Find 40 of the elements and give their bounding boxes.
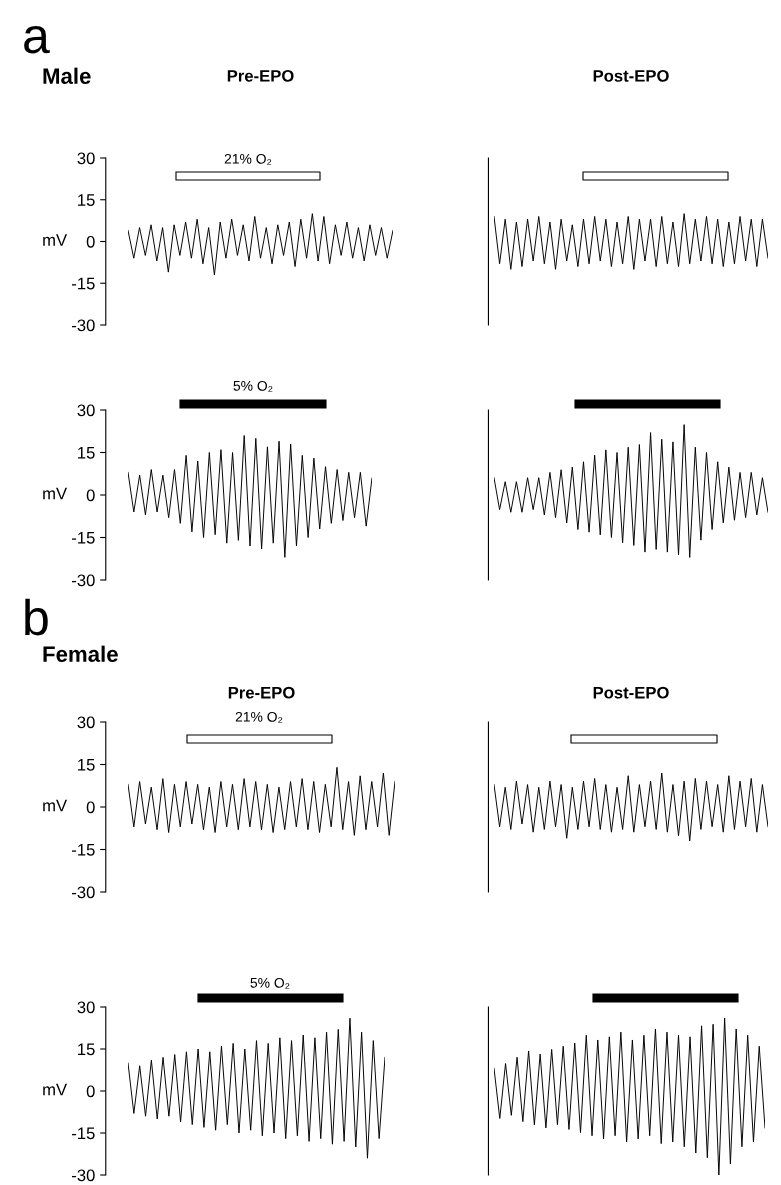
annotation: 21% O₂ (224, 153, 272, 165)
chart-title: Pre-EPO (228, 686, 295, 699)
y-tick-label: 0 (86, 235, 95, 248)
y-tick-label: 30 (77, 404, 95, 417)
y-axis-title: mV (43, 799, 68, 812)
y-tick-label: -15 (72, 277, 95, 290)
y-axis-title: mV (43, 1083, 68, 1096)
y-tick-label: 15 (78, 194, 95, 206)
chart-title: Post-EPO (593, 69, 669, 82)
text: Male (43, 67, 91, 84)
line-series (128, 1017, 385, 1159)
y-tick-label: 0 (86, 1085, 95, 1098)
y-tick-label: -30 (72, 574, 95, 587)
y-tick-label: -30 (72, 1169, 95, 1182)
y-axis-title: mV (43, 487, 68, 500)
line-series (128, 766, 395, 836)
text: a (24, 26, 50, 54)
text: 5% O₂ (233, 380, 273, 392)
annotation: 21% O₂ (235, 711, 283, 723)
chart-title: Pre-EPO (227, 69, 294, 82)
text: Female (43, 645, 118, 662)
y-tick-label: -30 (72, 319, 95, 332)
y-tick-label: 30 (77, 716, 95, 729)
line-series (128, 213, 393, 276)
y-tick-label: 15 (78, 447, 95, 459)
y-axis-title: mV (43, 234, 68, 246)
y-tick-label: 15 (78, 759, 95, 771)
y-tick-label: 0 (86, 801, 95, 814)
y-tick-label: -30 (72, 886, 95, 899)
line-series (128, 435, 372, 558)
y-tick-label: 30 (77, 1001, 95, 1014)
y-tick-label: -15 (72, 844, 95, 856)
y-tick-label: -15 (72, 532, 95, 544)
y-tick-label: 15 (78, 1043, 95, 1056)
text: b (25, 598, 48, 636)
y-tick-label: -15 (72, 1127, 95, 1140)
text: 5% O₂ (250, 977, 290, 989)
y-tick-label: 0 (86, 489, 95, 502)
y-tick-label: 30 (77, 152, 95, 165)
chart-title: Post-EPO (593, 686, 669, 699)
